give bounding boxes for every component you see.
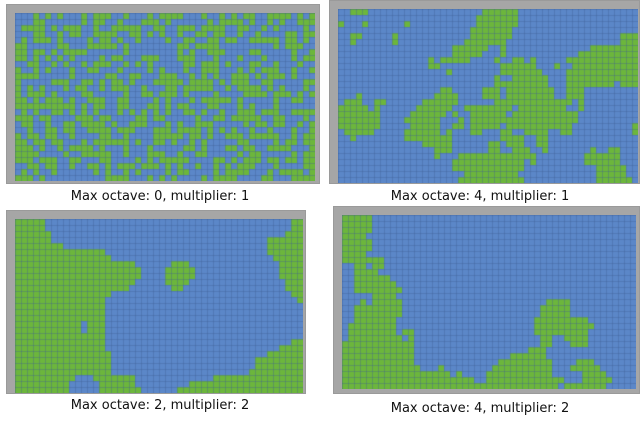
noise-map-grid (15, 219, 303, 393)
panel-caption: Max octave: 2, multiplier: 2 (70, 398, 250, 413)
panel-caption: Max octave: 4, multiplier: 1 (390, 189, 570, 204)
panel-caption: Max octave: 4, multiplier: 2 (390, 401, 570, 416)
noise-map-panel-octave2-mult2 (6, 210, 306, 394)
noise-map-grid (342, 215, 636, 389)
noise-map-grid (15, 13, 315, 181)
panel-caption: Max octave: 0, multiplier: 1 (70, 189, 250, 204)
noise-map-grid (338, 9, 638, 183)
noise-map-panel-octave4-mult1 (329, 0, 640, 184)
noise-map-panel-octave0-mult1 (6, 4, 320, 184)
noise-map-panel-octave4-mult2 (333, 206, 640, 394)
